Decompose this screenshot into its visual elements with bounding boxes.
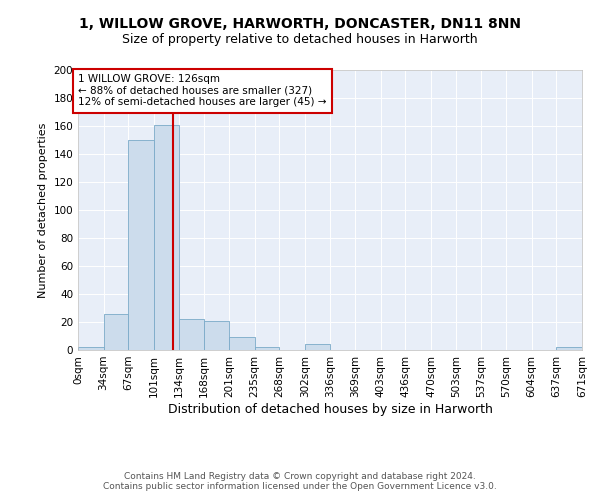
Bar xyxy=(78,347,104,350)
X-axis label: Distribution of detached houses by size in Harworth: Distribution of detached houses by size … xyxy=(167,402,493,415)
Bar xyxy=(204,320,229,350)
Bar xyxy=(305,344,331,350)
Text: 1 WILLOW GROVE: 126sqm
← 88% of detached houses are smaller (327)
12% of semi-de: 1 WILLOW GROVE: 126sqm ← 88% of detached… xyxy=(78,74,326,108)
Text: Size of property relative to detached houses in Harworth: Size of property relative to detached ho… xyxy=(122,32,478,46)
Bar xyxy=(154,124,179,350)
Text: 1, WILLOW GROVE, HARWORTH, DONCASTER, DN11 8NN: 1, WILLOW GROVE, HARWORTH, DONCASTER, DN… xyxy=(79,18,521,32)
Bar xyxy=(104,314,128,350)
Bar xyxy=(254,347,279,350)
Bar xyxy=(179,319,204,350)
Text: Contains HM Land Registry data © Crown copyright and database right 2024.: Contains HM Land Registry data © Crown c… xyxy=(124,472,476,481)
Bar xyxy=(229,338,254,350)
Y-axis label: Number of detached properties: Number of detached properties xyxy=(38,122,48,298)
Text: Contains public sector information licensed under the Open Government Licence v3: Contains public sector information licen… xyxy=(103,482,497,491)
Bar xyxy=(556,347,582,350)
Bar xyxy=(128,140,154,350)
